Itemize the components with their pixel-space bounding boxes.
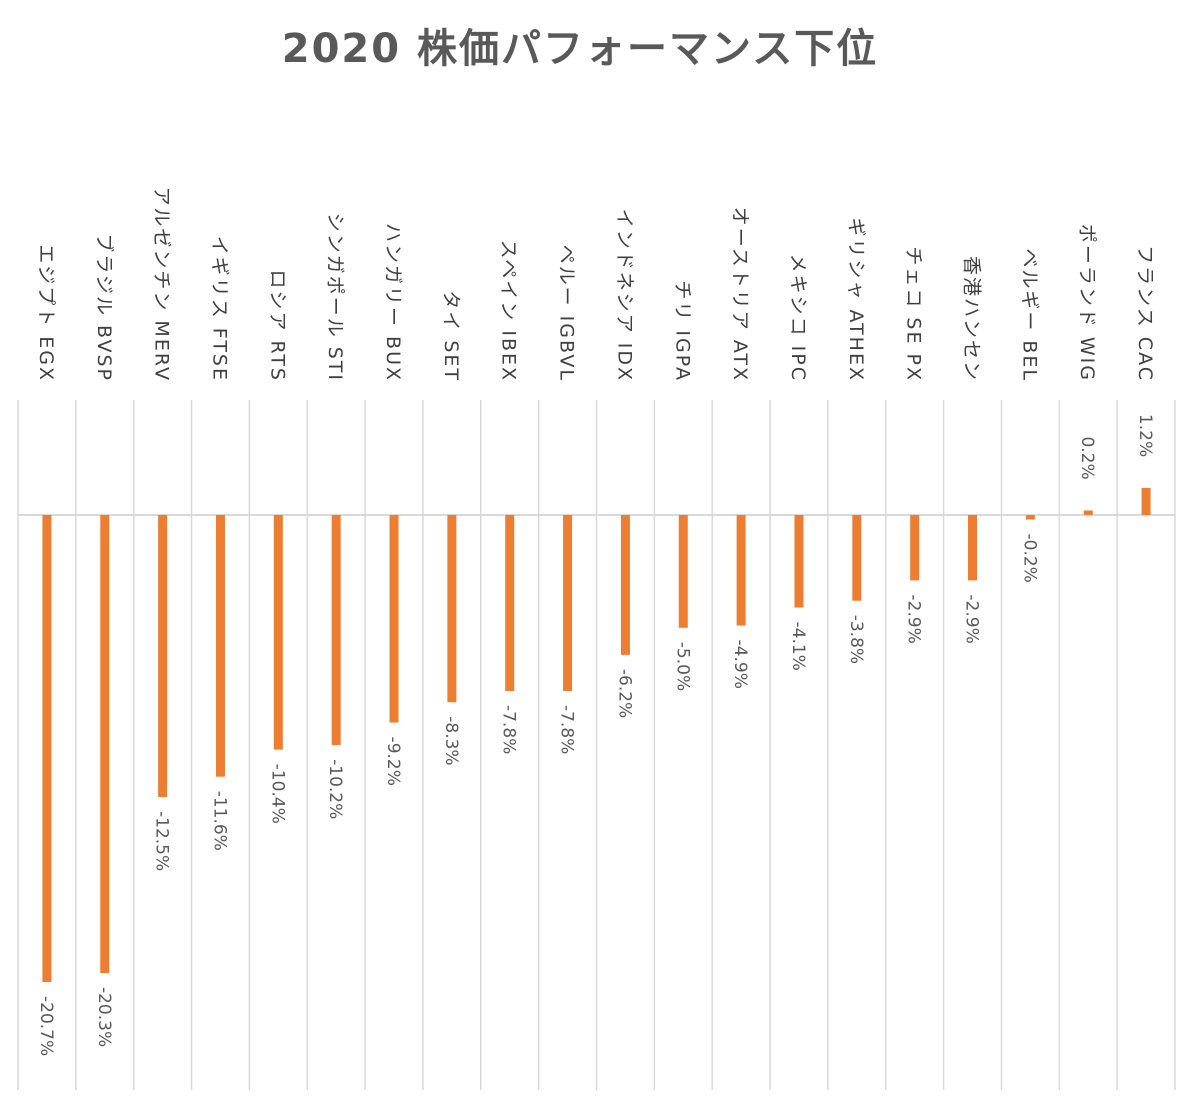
bars [42, 487, 1151, 982]
category-label: ロシア RTS [266, 269, 288, 382]
chart-title: 2020 株価パフォーマンス下位 [282, 26, 878, 72]
bar [158, 515, 168, 798]
category-label: スペイン IBEX [498, 240, 520, 382]
category-label: タイ SET [440, 290, 462, 382]
category-label: ブラジル BVSP [93, 233, 116, 382]
data-label: -12.5% [152, 811, 172, 871]
category-label: アルゼンチン MERV [151, 187, 173, 382]
bar [505, 515, 515, 691]
data-label: -11.6% [209, 791, 229, 851]
bar [678, 515, 688, 628]
bar [1025, 515, 1035, 520]
bar [794, 515, 804, 608]
data-label: -20.3% [94, 987, 114, 1047]
bar [1083, 510, 1093, 515]
bar [447, 515, 457, 703]
data-label: -20.7% [36, 996, 56, 1056]
category-labels: エジプト EGX ブラジル BVSP アルゼンチン MERV イギリス FTSE ロシア… [35, 187, 1156, 382]
data-label: -4.1% [788, 621, 808, 670]
bar [42, 515, 52, 982]
category-label: ベルギー BEL [1018, 248, 1040, 382]
category-label: 香港ハンセン [961, 256, 983, 382]
category-label: チリ IGPA [671, 280, 693, 382]
bar [852, 515, 862, 601]
data-label: -2.9% [904, 594, 924, 643]
data-label: -10.2% [325, 759, 345, 819]
category-label: インドネシア IDX [613, 209, 635, 382]
gridlines [17, 400, 1176, 1090]
bar [620, 515, 630, 655]
category-label: ハンガリー BUX [382, 223, 404, 382]
data-label: -3.8% [846, 615, 866, 664]
data-label: -10.4% [267, 764, 287, 824]
bar [1141, 487, 1151, 515]
data-label: -0.2% [1019, 534, 1039, 583]
category-label: ポーランド WIG [1076, 224, 1098, 382]
category-label: イギリス FTSE [208, 236, 230, 382]
bar [563, 515, 573, 691]
category-label: エジプト EGX [35, 244, 57, 382]
data-label: -4.9% [730, 640, 750, 689]
category-label: メキシコ IPC [787, 254, 809, 382]
category-label: シンガポール STI [324, 213, 346, 382]
bar [968, 515, 978, 581]
category-label: オーストリア ATX [729, 207, 751, 382]
data-label: -7.8% [557, 705, 577, 754]
category-label: ペルー IGBVL [556, 245, 578, 382]
bar [331, 515, 341, 746]
bar [100, 515, 110, 973]
bar [273, 515, 283, 750]
data-label: -8.3% [441, 716, 461, 765]
data-label: -2.9% [962, 594, 982, 643]
bar [736, 515, 746, 626]
data-label: -5.0% [672, 642, 692, 691]
bar [910, 515, 920, 581]
data-label: -6.2% [614, 669, 634, 718]
data-label: -7.8% [499, 705, 519, 754]
category-label: チェコ SE PX [903, 246, 925, 382]
data-label: -9.2% [383, 737, 403, 786]
data-label: 0.2% [1077, 436, 1097, 479]
data-label: 1.2% [1135, 414, 1155, 457]
category-label: ギリシャ ATHEX [845, 218, 867, 382]
bar [389, 515, 399, 723]
bar [215, 515, 225, 777]
category-label: フランス CAC [1134, 245, 1156, 382]
data-labels: -20.7% -20.3% -12.5% -11.6% -10.4% -10.2% -9.2… [36, 414, 1155, 1056]
